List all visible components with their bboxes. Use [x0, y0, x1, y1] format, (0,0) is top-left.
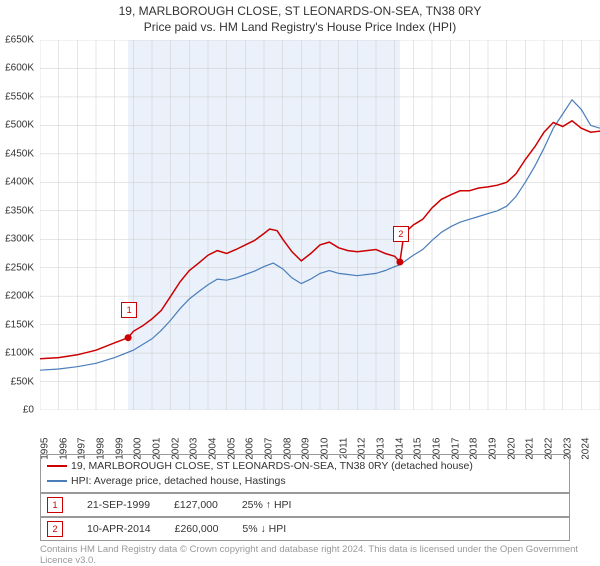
legend-swatch — [47, 480, 67, 482]
annotation-row-2: 2 10-APR-2014 £260,000 5% ↓ HPI — [40, 517, 570, 541]
x-axis-labels: 1995199619971998199920002001200220032004… — [40, 418, 600, 458]
y-tick-label: £400K — [5, 177, 34, 188]
y-axis-labels: £0£50K£100K£150K£200K£250K£300K£350K£400… — [0, 40, 38, 410]
legend-item: HPI: Average price, detached house, Hast… — [47, 474, 563, 489]
chart-title: 19, MARLBOROUGH CLOSE, ST LEONARDS-ON-SE… — [0, 4, 600, 18]
chart-svg — [40, 40, 600, 410]
legend-label: 19, MARLBOROUGH CLOSE, ST LEONARDS-ON-SE… — [71, 459, 473, 474]
x-tick-label: 2024 — [581, 438, 592, 460]
y-tick-label: £100K — [5, 348, 34, 359]
y-tick-label: £300K — [5, 234, 34, 245]
y-tick-label: £550K — [5, 91, 34, 102]
legend-label: HPI: Average price, detached house, Hast… — [71, 474, 286, 489]
y-tick-label: £0 — [23, 405, 34, 416]
y-tick-label: £250K — [5, 262, 34, 273]
y-tick-label: £350K — [5, 205, 34, 216]
annotation-price: £260,000 — [175, 523, 219, 535]
attribution-text: Contains HM Land Registry data © Crown c… — [40, 544, 600, 566]
annotation-delta: 25% ↑ HPI — [242, 499, 292, 511]
y-tick-label: £50K — [11, 376, 34, 387]
y-tick-label: £200K — [5, 291, 34, 302]
y-tick-label: £150K — [5, 319, 34, 330]
y-tick-label: £450K — [5, 148, 34, 159]
y-tick-label: £500K — [5, 120, 34, 131]
plot-annotation-1: 1 — [121, 302, 137, 318]
annotation-marker-2: 2 — [47, 521, 63, 537]
legend-swatch — [47, 465, 67, 467]
annotation-delta: 5% ↓ HPI — [242, 523, 286, 535]
legend-item: 19, MARLBOROUGH CLOSE, ST LEONARDS-ON-SE… — [47, 459, 563, 474]
y-tick-label: £600K — [5, 63, 34, 74]
plot-area: £0£50K£100K£150K£200K£250K£300K£350K£400… — [40, 40, 600, 410]
plot-annotation-2: 2 — [393, 226, 409, 242]
annotation-marker-1: 1 — [47, 497, 63, 513]
annotation-date: 10-APR-2014 — [87, 523, 151, 535]
legend-box: 19, MARLBOROUGH CLOSE, ST LEONARDS-ON-SE… — [40, 454, 570, 493]
annotation-price: £127,000 — [174, 499, 218, 511]
annotation-date: 21-SEP-1999 — [87, 499, 150, 511]
annotation-row-1: 1 21-SEP-1999 £127,000 25% ↑ HPI — [40, 493, 570, 517]
chart-subtitle: Price paid vs. HM Land Registry's House … — [0, 20, 600, 34]
y-tick-label: £650K — [5, 35, 34, 46]
